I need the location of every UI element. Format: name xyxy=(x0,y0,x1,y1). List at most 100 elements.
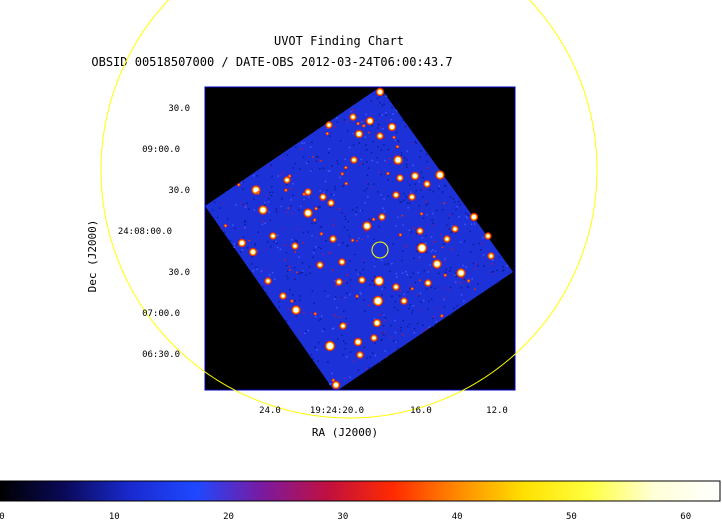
noise-pixel xyxy=(383,210,386,213)
noise-pixel xyxy=(283,171,285,174)
noise-pixel xyxy=(270,186,273,188)
noise-pixel xyxy=(334,314,336,317)
noise-pixel xyxy=(256,175,258,177)
noise-pixel xyxy=(341,334,343,336)
noise-pixel xyxy=(412,272,414,274)
noise-pixel xyxy=(320,225,323,228)
dec-tick-label: 30.0 xyxy=(168,104,190,114)
noise-pixel xyxy=(241,249,244,251)
noise-pixel xyxy=(330,383,332,385)
noise-pixel xyxy=(317,156,319,158)
noise-pixel xyxy=(400,154,403,156)
noise-pixel xyxy=(456,305,458,307)
noise-pixel xyxy=(376,161,379,164)
star-source xyxy=(237,238,247,248)
noise-pixel xyxy=(390,324,392,327)
noise-pixel xyxy=(339,176,341,179)
noise-pixel xyxy=(303,311,305,314)
noise-pixel xyxy=(286,154,288,156)
noise-pixel xyxy=(406,274,408,276)
noise-pixel xyxy=(377,146,379,148)
noise-pixel xyxy=(340,321,342,323)
noise-pixel xyxy=(366,367,368,370)
noise-pixel xyxy=(364,310,366,312)
noise-pixel xyxy=(409,287,411,290)
noise-pixel xyxy=(361,209,364,212)
noise-pixel xyxy=(447,289,450,292)
noise-pixel xyxy=(403,199,405,202)
noise-pixel xyxy=(265,194,267,196)
dec-ticks: 30.0 09:00.0 30.0 24:08:00.0 30.0 07:00.… xyxy=(118,104,190,360)
noise-pixel xyxy=(498,256,500,259)
noise-pixel xyxy=(287,207,289,209)
noise-pixel xyxy=(376,97,379,100)
noise-pixel xyxy=(407,206,409,209)
noise-pixel xyxy=(382,127,384,130)
noise-pixel xyxy=(278,300,280,303)
noise-pixel xyxy=(432,316,434,318)
noise-pixel xyxy=(448,214,450,216)
noise-pixel xyxy=(396,340,398,343)
noise-pixel xyxy=(256,250,259,252)
faint-source xyxy=(325,132,329,136)
noise-pixel xyxy=(365,144,367,146)
noise-pixel xyxy=(362,299,365,301)
noise-pixel xyxy=(356,240,358,242)
noise-pixel xyxy=(307,161,310,163)
noise-pixel xyxy=(454,281,457,283)
noise-pixel xyxy=(368,131,370,134)
noise-pixel xyxy=(426,251,428,253)
noise-pixel xyxy=(454,274,456,276)
noise-pixel xyxy=(381,104,383,107)
star-source xyxy=(258,205,268,215)
noise-pixel xyxy=(344,168,347,171)
noise-pixel xyxy=(270,195,273,197)
noise-pixel xyxy=(430,250,433,253)
star-source xyxy=(396,174,404,182)
noise-pixel xyxy=(296,240,299,243)
noise-pixel xyxy=(477,283,479,285)
noise-pixel xyxy=(286,211,288,214)
noise-pixel xyxy=(382,94,385,96)
noise-pixel xyxy=(418,204,421,207)
noise-pixel xyxy=(361,162,363,165)
noise-pixel xyxy=(432,190,434,193)
noise-pixel xyxy=(315,246,317,248)
star-source xyxy=(264,277,272,285)
star-source xyxy=(435,170,445,180)
noise-pixel xyxy=(339,139,342,142)
noise-pixel xyxy=(334,279,336,282)
noise-pixel xyxy=(296,271,298,274)
noise-pixel xyxy=(405,163,408,166)
noise-pixel xyxy=(289,188,292,190)
noise-pixel xyxy=(401,250,404,252)
noise-pixel xyxy=(338,316,341,318)
noise-pixel xyxy=(459,241,462,243)
noise-pixel xyxy=(409,184,411,186)
noise-pixel xyxy=(274,278,276,280)
noise-pixel xyxy=(443,243,445,245)
noise-pixel xyxy=(352,208,354,211)
noise-pixel xyxy=(378,123,380,126)
faint-source xyxy=(344,166,348,170)
noise-pixel xyxy=(326,189,329,191)
noise-pixel xyxy=(402,119,404,121)
noise-pixel xyxy=(353,360,355,362)
noise-pixel xyxy=(251,256,253,258)
noise-pixel xyxy=(319,226,322,228)
noise-pixel xyxy=(268,211,270,213)
noise-pixel xyxy=(366,187,368,190)
noise-pixel xyxy=(367,196,369,198)
star-source xyxy=(408,193,416,201)
noise-pixel xyxy=(474,288,476,290)
noise-pixel xyxy=(350,110,352,113)
noise-pixel xyxy=(299,168,301,170)
noise-pixel xyxy=(481,243,483,245)
noise-pixel xyxy=(412,309,414,312)
noise-pixel xyxy=(426,167,429,169)
star-source xyxy=(331,380,341,390)
noise-pixel xyxy=(240,251,242,253)
noise-pixel xyxy=(315,160,318,162)
noise-pixel xyxy=(334,296,337,298)
noise-pixel xyxy=(323,191,325,193)
